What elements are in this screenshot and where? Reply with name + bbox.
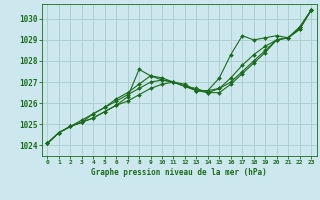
X-axis label: Graphe pression niveau de la mer (hPa): Graphe pression niveau de la mer (hPa) <box>91 168 267 177</box>
